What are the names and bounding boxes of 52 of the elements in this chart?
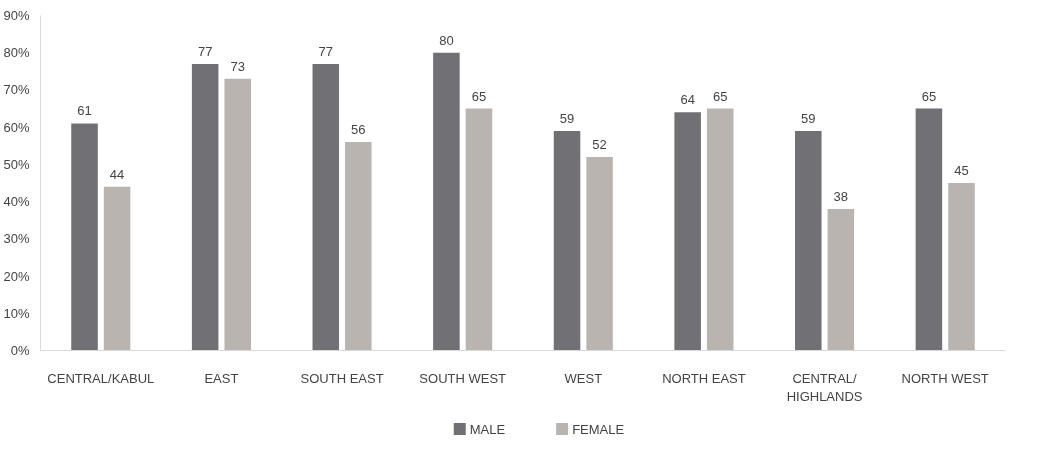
data-label: 45 bbox=[954, 163, 969, 178]
bar bbox=[674, 112, 701, 351]
data-label: 59 bbox=[801, 110, 816, 126]
x-tick-label: WEST bbox=[564, 370, 603, 386]
bar bbox=[706, 108, 734, 351]
data-label: 38 bbox=[833, 189, 849, 205]
y-tick-label: 10% bbox=[3, 305, 30, 321]
legend-label: FEMALE bbox=[572, 421, 625, 437]
y-tick-label: 0% bbox=[10, 343, 30, 358]
bar bbox=[553, 130, 581, 351]
y-tick-label: 40% bbox=[3, 194, 30, 210]
data-label: 61 bbox=[77, 103, 92, 119]
data-label: 77 bbox=[197, 43, 213, 59]
bar bbox=[312, 63, 340, 351]
bar bbox=[345, 142, 372, 351]
data-label: 80 bbox=[439, 32, 454, 48]
x-tick-label: SOUTH EAST bbox=[300, 370, 384, 386]
y-tick-label: 90% bbox=[3, 8, 30, 23]
data-label: 52 bbox=[592, 136, 607, 152]
data-label: 65 bbox=[712, 88, 728, 104]
bar bbox=[795, 130, 822, 351]
y-tick-label: 80% bbox=[3, 45, 30, 61]
data-label: 64 bbox=[680, 92, 695, 108]
bar bbox=[948, 183, 975, 351]
x-tick-label: NORTH WEST bbox=[901, 370, 989, 386]
x-tick-label: SOUTH WEST bbox=[419, 370, 507, 386]
bar bbox=[71, 123, 98, 351]
bar bbox=[224, 78, 251, 351]
bar bbox=[465, 108, 493, 351]
bar bbox=[103, 186, 131, 351]
bar bbox=[433, 52, 460, 351]
data-label: 65 bbox=[921, 88, 937, 104]
y-tick-label: 70% bbox=[3, 82, 30, 98]
bar bbox=[827, 209, 855, 351]
y-tick-label: 60% bbox=[3, 119, 30, 135]
data-label: 73 bbox=[230, 58, 245, 74]
bar bbox=[191, 63, 219, 351]
x-tick-label: EAST bbox=[204, 370, 239, 386]
data-label: 44 bbox=[109, 166, 125, 182]
data-label: 77 bbox=[318, 43, 334, 59]
bar bbox=[586, 156, 613, 351]
legend-label: MALE bbox=[469, 421, 506, 437]
data-label: 59 bbox=[559, 110, 575, 126]
y-tick-label: 30% bbox=[3, 231, 30, 247]
x-tick-label: CENTRAL/ HIGHLANDS bbox=[786, 370, 863, 404]
y-tick-label: 20% bbox=[3, 268, 30, 284]
data-label: 65 bbox=[471, 88, 487, 104]
x-tick-label: NORTH EAST bbox=[662, 370, 746, 386]
bar bbox=[915, 108, 943, 351]
y-tick-label: 50% bbox=[3, 156, 30, 172]
data-label: 56 bbox=[351, 122, 366, 138]
x-tick-label: CENTRAL/KABUL bbox=[47, 370, 155, 386]
